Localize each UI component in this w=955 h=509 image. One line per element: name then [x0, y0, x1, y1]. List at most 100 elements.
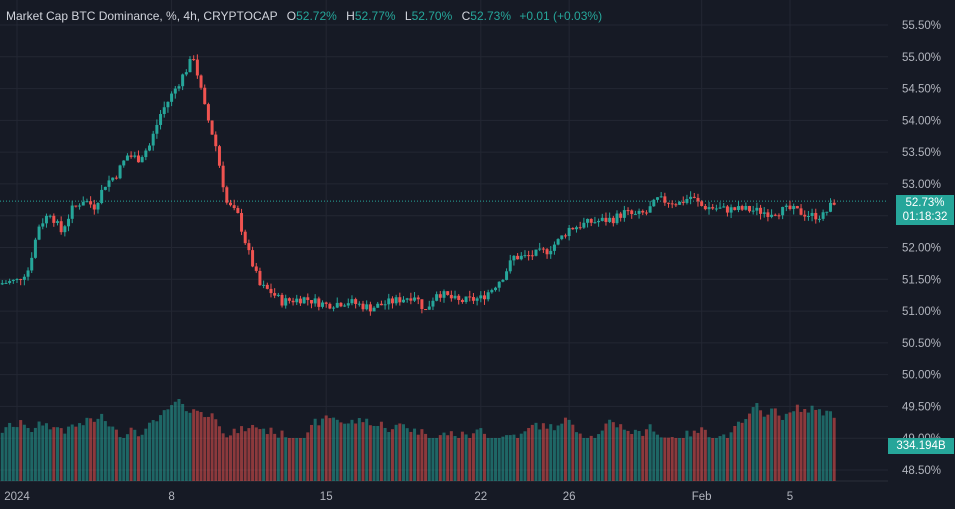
- candle-body: [832, 202, 836, 205]
- volume-bar: [92, 421, 96, 481]
- volume-bar: [280, 430, 284, 481]
- volume-bar: [173, 401, 177, 481]
- candle-body: [762, 212, 766, 214]
- volume-bar: [368, 425, 372, 481]
- candle-body: [788, 205, 792, 210]
- volume-bar: [670, 437, 674, 481]
- volume-bar: [41, 425, 45, 481]
- candle-body: [265, 284, 269, 289]
- candle-body: [295, 298, 299, 303]
- candle-body: [718, 207, 722, 209]
- volume-bar: [773, 408, 777, 481]
- candle-body: [501, 279, 505, 282]
- candle-body: [22, 276, 26, 280]
- y-tick-label: 55.50%: [902, 20, 941, 32]
- candle-body: [442, 291, 446, 298]
- candle-body: [85, 201, 89, 203]
- volume-bar: [582, 438, 586, 481]
- volume-bar: [519, 433, 523, 481]
- time-axis[interactable]: 2024 8 15 22 26 Feb 5: [4, 491, 793, 503]
- volume-bar: [214, 419, 218, 481]
- candle-body: [471, 297, 475, 301]
- candle-body: [214, 134, 218, 147]
- candle-body: [258, 270, 262, 286]
- candle-body: [89, 201, 93, 205]
- candle-body: [814, 212, 818, 220]
- volume-bar: [512, 434, 516, 481]
- candle-body: [365, 304, 369, 310]
- candle-body: [148, 145, 152, 151]
- volume-bar: [530, 424, 534, 481]
- volume-bar: [692, 430, 696, 481]
- volume-bar: [166, 409, 170, 481]
- candle-body: [33, 239, 37, 258]
- volume-bar: [258, 429, 262, 481]
- candle-body: [254, 266, 258, 271]
- volume-bar: [203, 417, 207, 481]
- volume-bar: [523, 431, 527, 481]
- candle-body: [792, 206, 796, 210]
- candle-body: [361, 303, 365, 310]
- volume-bar: [648, 424, 652, 481]
- volume-bars: [0, 399, 836, 481]
- candle-body: [100, 189, 104, 203]
- open-label: O: [286, 9, 297, 23]
- candle-body: [67, 218, 71, 227]
- volume-bar: [379, 421, 383, 481]
- candle-body: [464, 296, 468, 303]
- candle-body: [398, 297, 402, 303]
- candle-body: [597, 220, 601, 223]
- candle-body: [302, 297, 306, 304]
- candle-body: [678, 201, 682, 205]
- candle-body: [420, 299, 424, 310]
- candle-body: [512, 255, 516, 261]
- candle-body: [41, 223, 45, 227]
- candle-body: [446, 291, 450, 295]
- candle-body: [129, 155, 133, 157]
- y-tick-label: 53.00%: [902, 179, 941, 191]
- volume-bar: [759, 410, 763, 481]
- volume-bar: [770, 408, 774, 481]
- volume-bar: [707, 437, 711, 481]
- volume-bar: [567, 419, 571, 481]
- candle-body: [173, 88, 177, 94]
- price-axis[interactable]: 48.50%49.00%49.50%50.00%50.50%51.00%51.5…: [902, 20, 941, 477]
- candle-body: [516, 255, 520, 260]
- volume-bar: [225, 437, 229, 481]
- candle-body: [659, 196, 663, 198]
- candle-body: [482, 295, 486, 300]
- low-value: 52.70%: [411, 9, 453, 23]
- candle-body: [505, 271, 509, 280]
- volume-bar: [538, 429, 542, 481]
- volume-bar: [814, 409, 818, 481]
- candle-body: [111, 177, 115, 181]
- candle-body: [608, 217, 612, 222]
- volume-bar: [402, 424, 405, 481]
- volume-bar: [762, 416, 766, 481]
- volume-bar: [464, 434, 468, 481]
- candle-body: [519, 255, 523, 260]
- volume-bar: [424, 433, 428, 481]
- volume-bar: [505, 435, 509, 481]
- volume-bar: [744, 419, 748, 481]
- candle-body: [354, 299, 358, 304]
- volume-bar: [184, 411, 188, 481]
- candle-body: [633, 213, 637, 215]
- candle-body: [630, 210, 634, 215]
- volume-bar: [781, 419, 785, 481]
- volume-bar: [376, 426, 380, 481]
- volume-bar: [637, 430, 641, 481]
- candle-body: [273, 293, 277, 296]
- volume-bar: [405, 428, 409, 481]
- volume-bar: [70, 424, 74, 481]
- candle-body: [203, 87, 207, 105]
- candle-body: [707, 207, 711, 210]
- volume-bar: [655, 434, 659, 481]
- volume-bar: [718, 436, 722, 481]
- volume-bar: [302, 438, 306, 481]
- candle-body: [236, 208, 240, 214]
- candle-body: [206, 104, 210, 121]
- candle-body: [486, 292, 490, 300]
- candle-body: [571, 227, 575, 230]
